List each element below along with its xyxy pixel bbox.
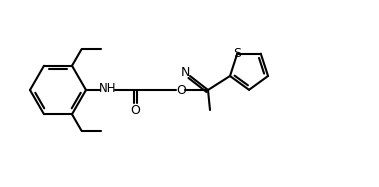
Text: O: O (176, 84, 186, 96)
Text: S: S (233, 47, 241, 60)
Text: O: O (130, 103, 140, 117)
Text: NH: NH (99, 82, 117, 95)
Text: N: N (180, 65, 190, 79)
